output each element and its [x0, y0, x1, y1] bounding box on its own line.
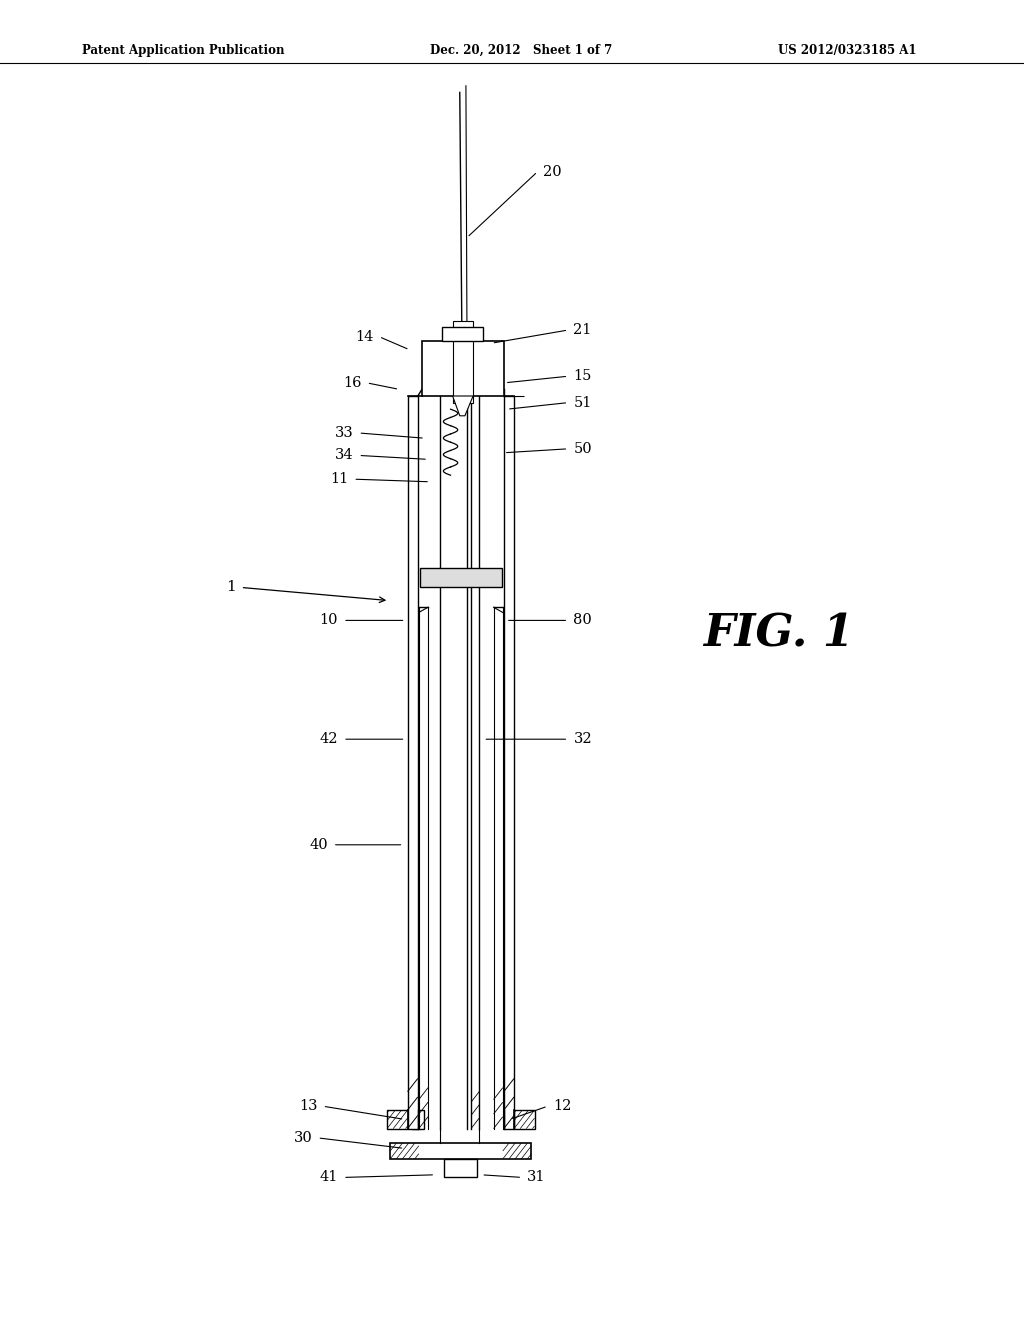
- Text: 42: 42: [319, 733, 338, 746]
- Bar: [444, 1159, 477, 1177]
- Bar: [422, 341, 504, 396]
- Bar: [412, 1110, 424, 1129]
- Bar: [408, 396, 418, 1129]
- Text: US 2012/0323185 A1: US 2012/0323185 A1: [778, 44, 916, 57]
- Text: 14: 14: [355, 330, 374, 343]
- Polygon shape: [453, 396, 473, 416]
- Text: 50: 50: [573, 442, 592, 455]
- Text: 20: 20: [543, 165, 561, 178]
- Text: 13: 13: [299, 1100, 317, 1113]
- Bar: [453, 321, 473, 403]
- Bar: [514, 1110, 535, 1129]
- Text: Dec. 20, 2012   Sheet 1 of 7: Dec. 20, 2012 Sheet 1 of 7: [430, 44, 612, 57]
- Text: 32: 32: [573, 733, 592, 746]
- Text: 11: 11: [330, 473, 348, 486]
- Text: 51: 51: [573, 396, 592, 409]
- Text: 31: 31: [527, 1171, 546, 1184]
- Bar: [504, 396, 514, 1129]
- Text: 40: 40: [309, 838, 328, 851]
- Text: 30: 30: [294, 1131, 312, 1144]
- Text: 41: 41: [319, 1171, 338, 1184]
- Text: FIG. 1: FIG. 1: [702, 612, 854, 655]
- Text: 15: 15: [573, 370, 592, 383]
- Bar: [387, 1110, 408, 1129]
- Text: 1: 1: [225, 581, 236, 594]
- Bar: [442, 327, 483, 341]
- Text: 12: 12: [553, 1100, 571, 1113]
- Bar: [390, 1143, 531, 1159]
- Text: 34: 34: [335, 449, 353, 462]
- Text: 10: 10: [319, 614, 338, 627]
- Text: 80: 80: [573, 614, 592, 627]
- Text: 33: 33: [335, 426, 353, 440]
- Text: 21: 21: [573, 323, 592, 337]
- Bar: [420, 568, 502, 587]
- Text: Patent Application Publication: Patent Application Publication: [82, 44, 285, 57]
- Text: 16: 16: [343, 376, 361, 389]
- Bar: [440, 396, 467, 1129]
